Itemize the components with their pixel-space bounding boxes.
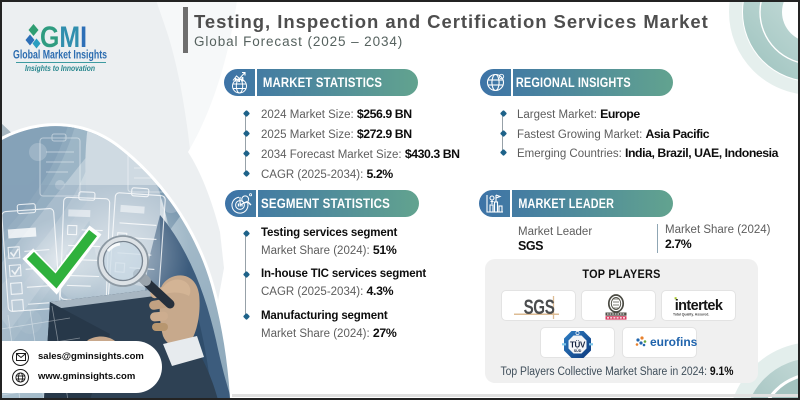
svg-text:Total Quality. Assured.: Total Quality. Assured. <box>673 313 709 317</box>
svg-text:Global Market Insights: Global Market Insights <box>13 48 107 62</box>
svg-text:SÜD: SÜD <box>574 348 582 353</box>
svg-text:SGS: SGS <box>524 294 555 318</box>
svg-text:TÜV: TÜV <box>570 341 586 350</box>
svg-text:GMI: GMI <box>40 21 87 54</box>
svg-text:eurofins: eurofins <box>650 335 697 349</box>
svg-text:intertek: intertek <box>675 298 724 314</box>
svg-text:Insights to Innovation: Insights to Innovation <box>25 63 95 73</box>
